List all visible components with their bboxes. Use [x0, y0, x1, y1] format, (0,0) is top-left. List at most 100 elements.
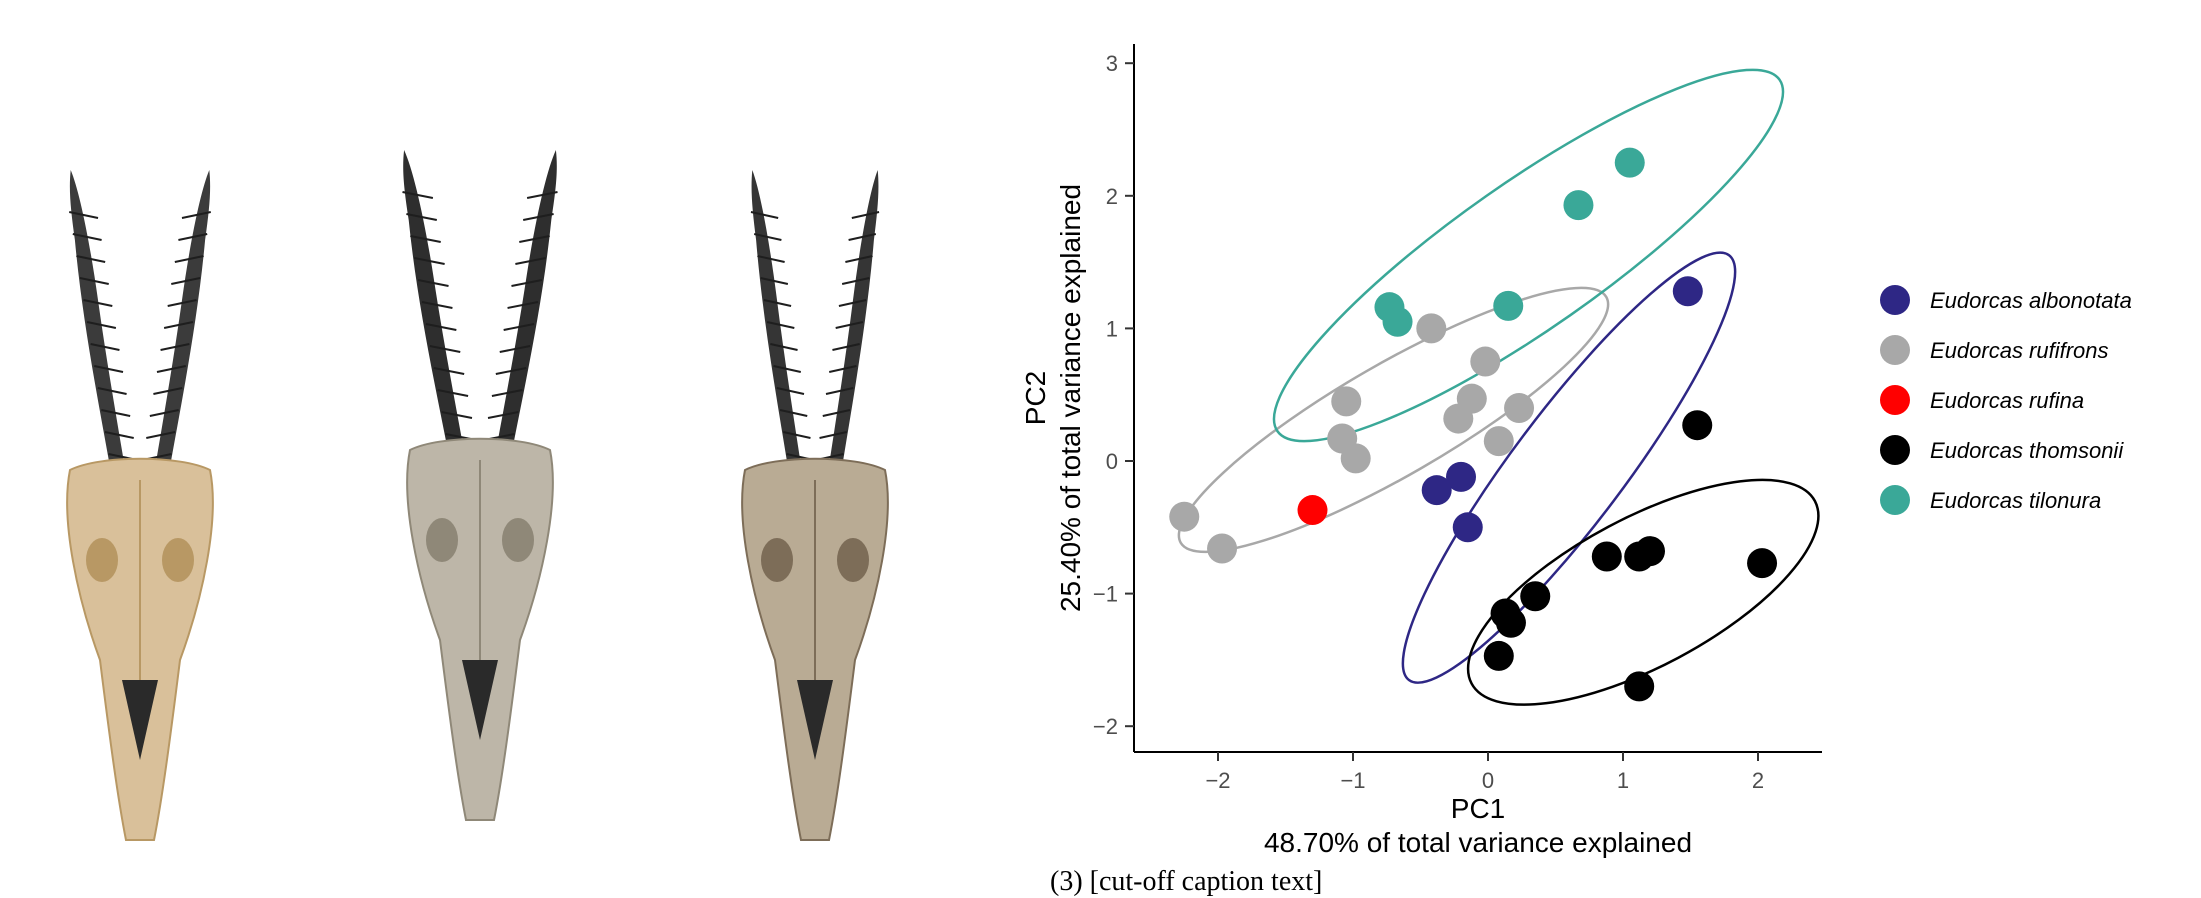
skull-image-2: [402, 150, 558, 821]
nasal-cavity: [462, 660, 498, 740]
confidence-ellipses: [1177, 68, 1820, 706]
x-ticks: −2 −1 0 1 2: [1205, 752, 1764, 793]
y-tick-label: 0: [1106, 449, 1118, 474]
horn-ridge: [495, 367, 527, 375]
point-eudorcas-tilonura: [1563, 190, 1594, 221]
point-eudorcas-rufifrons: [1416, 313, 1447, 344]
legend-key-eudorcas-tilonura: [1880, 485, 1910, 515]
horn-ridge: [773, 365, 801, 373]
right-eye-socket: [837, 538, 869, 582]
legend-label-eudorcas-thomsonii: Eudorcas thomsonii: [1930, 438, 2124, 463]
horn-ridge: [519, 235, 550, 243]
horn-ridge: [97, 387, 127, 395]
horn-ridge: [841, 277, 870, 285]
x-axis-title: PC1: [1451, 793, 1505, 824]
x-tick-label: 2: [1752, 768, 1764, 793]
legend-key-eudorcas-thomsonii: [1880, 435, 1910, 465]
horn-ridge: [829, 365, 857, 373]
horn-ridge: [515, 257, 546, 265]
right-horn: [496, 150, 557, 450]
legend-label-eudorcas-rufina: Eudorcas rufina: [1930, 388, 2084, 413]
right-horn: [154, 170, 211, 470]
horn-ridge: [441, 411, 473, 419]
horn-ridge: [507, 301, 539, 309]
y-ticks: −2 −1 0 1 2 3: [1093, 51, 1134, 739]
horn-ridge: [822, 409, 851, 417]
point-eudorcas-rufifrons: [1331, 386, 1362, 417]
left-horn: [751, 170, 802, 470]
y-tick-label: −1: [1093, 582, 1118, 607]
left-horn: [69, 170, 126, 470]
horn-ridge: [491, 389, 523, 397]
y-tick-label: 1: [1106, 316, 1118, 341]
horn-ridge: [153, 387, 183, 395]
horn-ridge: [835, 321, 864, 329]
legend-label-eudorcas-albonotata: Eudorcas albonotata: [1930, 288, 2132, 313]
ellipse-eudorcas-thomsonii: [1466, 478, 1820, 706]
right-eye-socket: [502, 518, 534, 562]
point-eudorcas-rufifrons: [1443, 403, 1474, 434]
point-eudorcas-thomsonii: [1682, 410, 1713, 441]
x-tick-label: −2: [1205, 768, 1230, 793]
point-eudorcas-albonotata: [1421, 475, 1452, 506]
left-horn: [403, 150, 464, 450]
right-horn: [828, 170, 879, 470]
horn-ridge: [487, 411, 519, 419]
horn-ridge: [86, 321, 117, 329]
point-eudorcas-rufifrons: [1340, 443, 1371, 474]
point-eudorcas-thomsonii: [1483, 640, 1514, 671]
horn-ridge: [406, 213, 437, 221]
horn-ridge: [429, 345, 461, 353]
point-eudorcas-rufifrons: [1470, 346, 1501, 377]
horn-ridge: [104, 431, 134, 439]
y-tick-label: −2: [1093, 714, 1118, 739]
y-axis-title: PC2: [1020, 371, 1051, 425]
point-eudorcas-rufifrons: [1207, 533, 1238, 564]
horn-ridge: [499, 345, 531, 353]
point-eudorcas-tilonura: [1382, 306, 1413, 337]
horn-ridge: [163, 321, 194, 329]
horn-ridge: [174, 255, 204, 263]
horn-ridge: [848, 233, 877, 241]
horn-ridge: [76, 255, 106, 263]
point-eudorcas-rufifrons: [1483, 426, 1514, 457]
point-eudorcas-albonotata: [1672, 276, 1703, 307]
horn-ridge: [410, 235, 441, 243]
horn-ridge: [511, 279, 543, 287]
horn-ridge: [750, 211, 779, 219]
left-eye-socket: [86, 538, 118, 582]
ellipse-eudorcas-tilonura: [1272, 68, 1785, 443]
horn-ridge: [69, 211, 99, 219]
horn-ridge: [819, 431, 847, 439]
horn-ridge: [433, 367, 465, 375]
skull-image-1: [66, 170, 214, 841]
legend-label-eudorcas-rufifrons: Eudorcas rufifrons: [1930, 338, 2109, 363]
y-tick-label: 3: [1106, 51, 1118, 76]
pca-scatter-chart: −2 −1 0 1 2 −2 −1 0 1 2 3 PC1 48.70% of total var…: [1020, 44, 2132, 858]
x-tick-label: −1: [1340, 768, 1365, 793]
horn-ridge: [421, 301, 453, 309]
point-eudorcas-tilonura: [1493, 290, 1524, 321]
nasal-cavity: [122, 680, 158, 760]
horn-ridge: [523, 213, 554, 221]
horn-ridge: [417, 279, 449, 287]
horn-ridge: [763, 299, 792, 307]
point-eudorcas-rufina: [1297, 495, 1328, 526]
ellipse-eudorcas-albonotata: [1401, 251, 1737, 684]
point-eudorcas-thomsonii: [1635, 536, 1665, 567]
axes: [1133, 44, 1822, 753]
nasal-cavity: [797, 680, 833, 760]
horn-ridge: [845, 255, 873, 263]
horn-ridge: [437, 389, 469, 397]
skull-image-3: [741, 170, 889, 841]
legend-label-eudorcas-tilonura: Eudorcas tilonura: [1930, 488, 2101, 513]
horn-ridge: [160, 343, 190, 351]
legend: Eudorcas albonotata Eudorcas rufifrons Eud…: [1880, 285, 2132, 515]
horn-ridge: [770, 343, 798, 351]
horn-ridge: [760, 277, 789, 285]
x-tick-label: 0: [1482, 768, 1494, 793]
point-eudorcas-albonotata: [1446, 461, 1476, 492]
horn-ridge: [146, 431, 176, 439]
horn-ridge: [414, 257, 445, 265]
horn-ridge: [503, 323, 535, 331]
